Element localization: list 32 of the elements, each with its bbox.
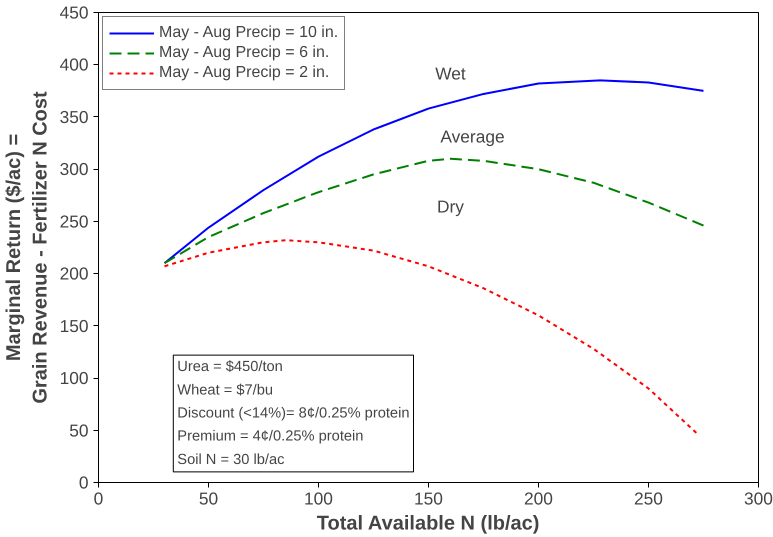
x-axis-title: Total Available N (lb/ac) (316, 512, 540, 534)
annotation: Wheat = $7/bu (177, 382, 274, 398)
x-tick-label: 0 (94, 488, 104, 508)
line-series (164, 79, 704, 264)
annotation: Dry (437, 196, 464, 216)
y-tick-label: 50 (69, 420, 89, 440)
x-tick-label: 50 (198, 488, 218, 508)
x-tick-label: 150 (414, 488, 443, 508)
y-tick-label: 200 (60, 264, 89, 284)
y-tick-label: 100 (60, 368, 89, 388)
x-tick-label: 200 (524, 488, 553, 508)
legend-label: May - Aug Precip = 10 in. (159, 24, 338, 42)
annotation: Premium = 4¢/0.25% protein (177, 428, 364, 445)
y-axis-title: Marginal Return ($/ac) = Grain Revenue - Fertilizer N Cost (3, 91, 52, 404)
annotation: Wet (435, 64, 466, 84)
y-tick-label: 300 (60, 159, 89, 180)
y-tick-label: 250 (60, 211, 89, 232)
y-tick-label: 350 (60, 106, 89, 127)
annotation: Soil N = 30 lb/ac (177, 452, 284, 468)
legend-label: May - Aug Precip = 2 in. (159, 64, 330, 82)
y-tick-label: 450 (60, 2, 89, 22)
y-tick-label: 400 (60, 54, 89, 75)
x-tick-label: 250 (634, 488, 663, 508)
y-tick-label: 150 (60, 316, 89, 336)
line-series (164, 158, 704, 264)
annotation: Urea = $450/ton (177, 359, 283, 376)
y-tick-label: 0 (78, 472, 89, 492)
legend-label: May - Aug Precip = 6 in. (159, 44, 330, 62)
x-tick-label: 100 (304, 488, 333, 508)
annotation: Average (440, 126, 505, 147)
x-tick-label: 300 (744, 488, 773, 508)
annotation: Discount (<14%)= 8¢/0.25% protein (177, 405, 410, 422)
